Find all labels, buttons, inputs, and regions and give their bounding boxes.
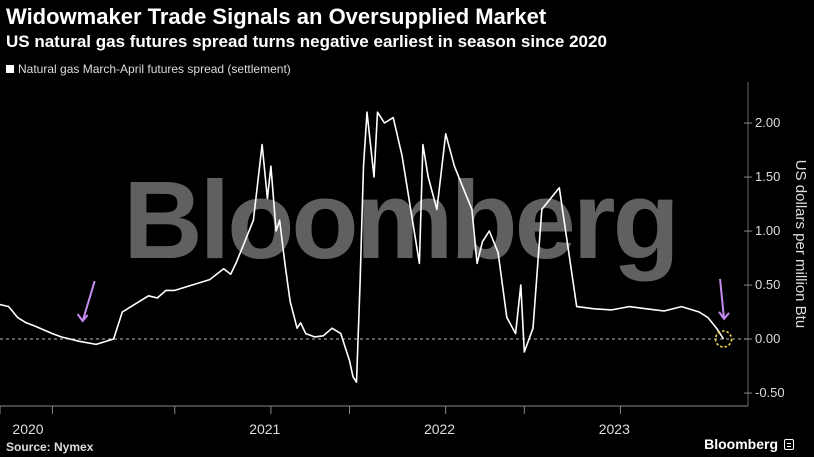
series-line (0, 111, 725, 384)
y-tick-label: -0.50 (755, 385, 785, 400)
y-axis-label: US dollars per million Btu (792, 160, 809, 328)
share-icon[interactable] (784, 438, 794, 450)
y-tick-label: 1.00 (755, 223, 780, 238)
x-tick-label: 2020 (12, 421, 43, 437)
legend-swatch (6, 65, 14, 73)
annotation-arrow (81, 280, 96, 322)
y-tick-label: 0.50 (755, 277, 780, 292)
x-tick-label: 2023 (599, 421, 630, 437)
annotation-arrowhead (76, 313, 89, 323)
x-tick-label: 2021 (249, 421, 280, 437)
annotation-arrowhead (718, 311, 730, 321)
chart-subtitle: US natural gas futures spread turns nega… (6, 32, 607, 51)
y-tick-label: 2.00 (755, 115, 780, 130)
y-axis: 2.00 1.50 1.00 0.50 0.00 -0.50 (0, 82, 785, 406)
x-tick-label: 2022 (424, 421, 455, 437)
x-axis: 2020 2021 2022 2023 (0, 405, 748, 437)
annotation-circle (714, 330, 733, 348)
series-layer (0, 111, 725, 384)
y-tick-label: 1.50 (755, 169, 780, 184)
legend: Natural gas March-April futures spread (… (6, 62, 291, 76)
chart-title: Widowmaker Trade Signals an Oversupplied… (6, 4, 547, 29)
annotation-arrow (719, 278, 726, 319)
y-tick-label: 0.00 (755, 331, 780, 346)
source-note: Source: Nymex (6, 440, 94, 454)
annotations-layer (76, 278, 733, 348)
brand-footer: Bloomberg (704, 436, 794, 452)
legend-label: Natural gas March-April futures spread (… (18, 62, 291, 76)
watermark: Bloomberg (123, 159, 677, 282)
brand-name: Bloomberg (704, 436, 778, 452)
